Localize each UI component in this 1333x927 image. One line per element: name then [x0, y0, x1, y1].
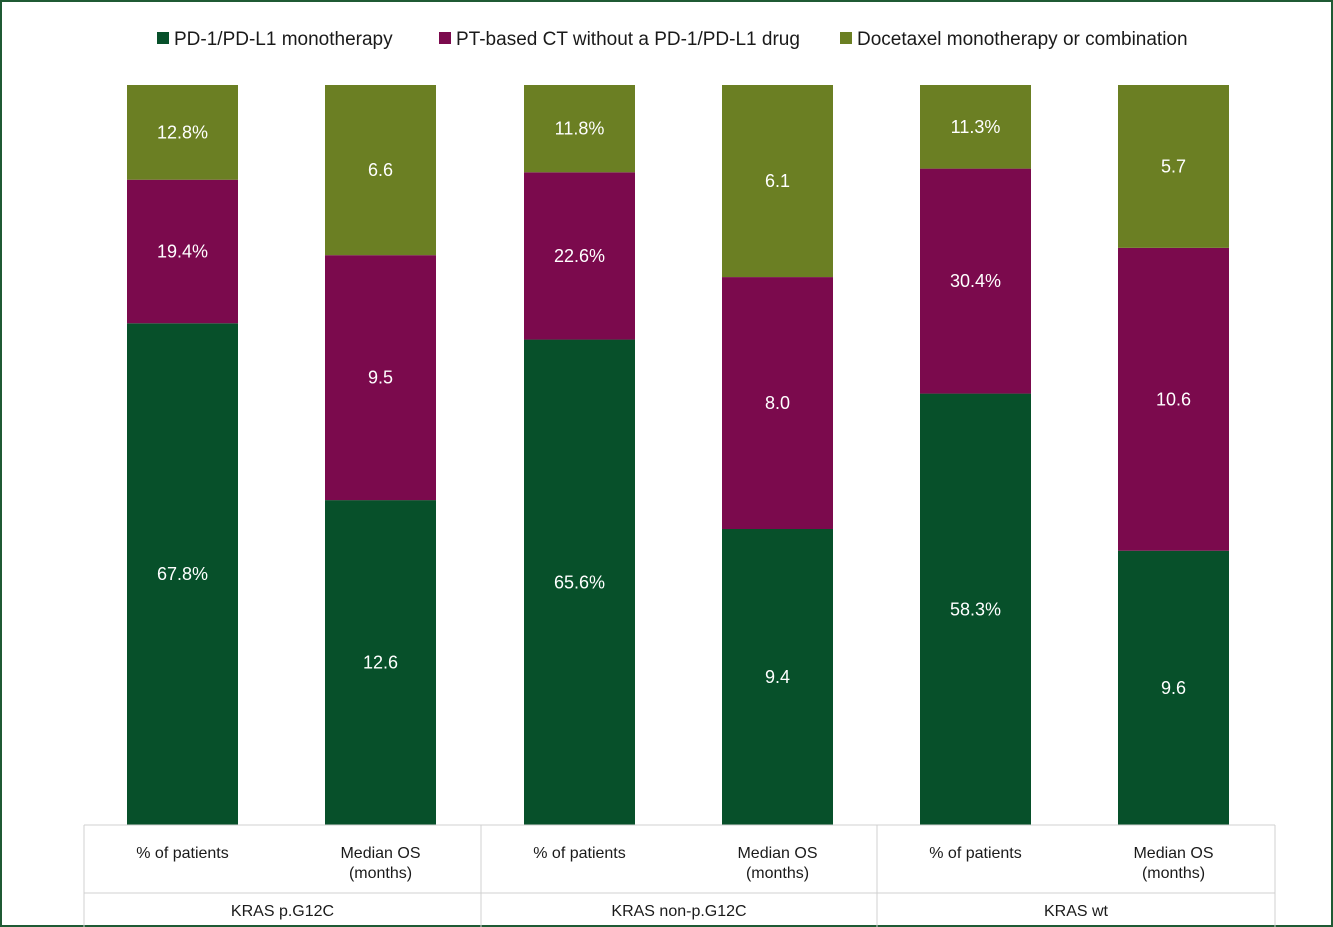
legend-item: PT-based CT without a PD-1/PD-L1 drug	[439, 29, 800, 50]
bar-value-label: 12.8%	[157, 122, 208, 142]
category-axis: % of patients Median OS (months) % of patie…	[83, 824, 1276, 927]
bar-value-label: 65.6%	[554, 572, 605, 592]
legend: PD-1/PD-L1 monotherapy PT-based CT withou…	[157, 29, 1188, 50]
bar-value-label: 19.4%	[157, 242, 208, 262]
bar-segment	[722, 85, 833, 278]
category-label: (months)	[746, 865, 809, 882]
bar-value-label: 11.8%	[555, 119, 605, 139]
category-label: Median OS	[340, 845, 420, 862]
bar-segment	[325, 255, 436, 501]
bar-segment	[325, 500, 436, 825]
bar-segment	[524, 85, 635, 173]
bar-value-label: 12.6	[363, 653, 398, 673]
bar-segment	[524, 339, 635, 825]
legend-label: PD-1/PD-L1 monotherapy	[174, 29, 393, 50]
bar-stack: 67.8% 19.4% 12.8%	[127, 85, 238, 825]
legend-item: PD-1/PD-L1 monotherapy	[157, 29, 393, 50]
bar-segment	[1118, 85, 1229, 248]
group-label: KRAS p.G12C	[231, 903, 334, 920]
group-label: KRAS non-p.G12C	[611, 903, 746, 920]
category-label: Median OS	[737, 845, 817, 862]
legend-item: Docetaxel monotherapy or combination	[840, 29, 1188, 50]
bar-segment	[722, 529, 833, 825]
category-label: Median OS	[1133, 845, 1213, 862]
bars: 67.8% 19.4% 12.8% 12.6 9.5 6.6 65.6% 22.6% 11.8%…	[127, 85, 1229, 825]
bar-value-label: 67.8%	[157, 564, 208, 584]
bar-value-label: 9.6	[1161, 678, 1186, 698]
bar-value-label: 8.0	[765, 393, 790, 413]
bar-value-label: 9.5	[368, 368, 393, 388]
bar-segment	[524, 172, 635, 340]
bar-value-label: 10.6	[1156, 389, 1191, 409]
category-label: (months)	[1142, 865, 1205, 882]
bar-segment	[127, 179, 238, 324]
bar-value-label: 9.4	[765, 667, 790, 687]
bar-segment	[920, 85, 1031, 169]
bar-segment	[722, 277, 833, 529]
bar-value-label: 58.3%	[950, 599, 1001, 619]
legend-swatch	[157, 32, 169, 44]
bar-stack: 9.4 8.0 6.1	[722, 85, 833, 825]
bar-segment	[325, 85, 436, 256]
category-label: % of patients	[136, 845, 229, 862]
bar-value-label: 11.3%	[951, 117, 1001, 137]
group-label: KRAS wt	[1044, 903, 1109, 920]
bar-value-label: 30.4%	[950, 271, 1001, 291]
category-label: (months)	[349, 865, 412, 882]
legend-label: Docetaxel monotherapy or combination	[857, 29, 1188, 50]
bar-value-label: 6.6	[368, 160, 393, 180]
bar-stack: 12.6 9.5 6.6	[325, 85, 436, 825]
bar-value-label: 6.1	[765, 171, 790, 191]
category-label: % of patients	[929, 845, 1022, 862]
bar-segment	[920, 168, 1031, 394]
bar-stack: 65.6% 22.6% 11.8%	[524, 85, 635, 825]
bar-segment	[127, 85, 238, 180]
legend-swatch	[840, 32, 852, 44]
category-label: % of patients	[533, 845, 626, 862]
bar-value-label: 22.6%	[554, 246, 605, 266]
bar-value-label: 5.7	[1161, 156, 1186, 176]
bar-stack: 9.6 10.6 5.7	[1118, 85, 1229, 825]
legend-label: PT-based CT without a PD-1/PD-L1 drug	[456, 29, 800, 50]
bar-segment	[920, 393, 1031, 825]
legend-swatch	[439, 32, 451, 44]
bar-segment	[1118, 247, 1229, 551]
bar-segment	[127, 323, 238, 825]
bar-stack: 58.3% 30.4% 11.3%	[920, 85, 1031, 825]
bar-segment	[1118, 550, 1229, 825]
